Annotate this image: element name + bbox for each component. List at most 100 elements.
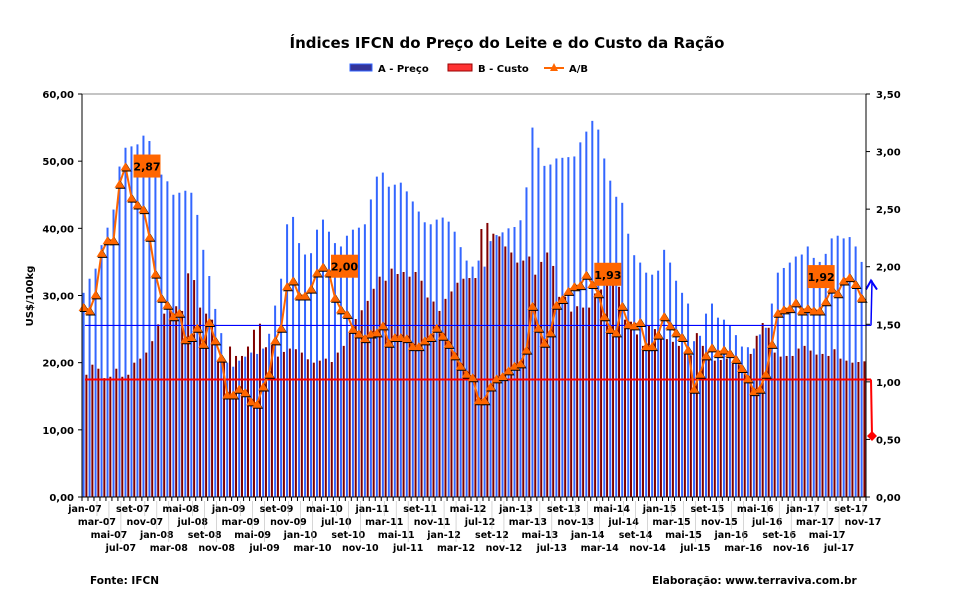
bar-b-custo [713, 360, 716, 497]
point-ab [575, 281, 586, 290]
bar-a-preco [160, 174, 163, 497]
data-label: 2,00 [331, 261, 358, 274]
legend-label-a: A - Preço [378, 64, 429, 75]
bar-b-custo [701, 345, 704, 497]
point-ab [784, 304, 795, 313]
bar-b-custo [546, 252, 549, 497]
point-ab [341, 309, 352, 318]
bar-b-custo [193, 280, 196, 497]
bar-b-custo [432, 301, 435, 497]
bar-b-custo [737, 359, 740, 497]
x-tick-label: mai-09 [234, 530, 271, 541]
bar-a-preco [118, 166, 121, 498]
data-label-box [133, 154, 161, 178]
bar-a-preco [782, 267, 785, 497]
point-ab [605, 324, 616, 333]
bar-b-custo [199, 307, 202, 497]
bar-b-custo [97, 368, 100, 497]
bar-b-custo [342, 345, 345, 497]
bar-b-custo [264, 347, 267, 497]
bar-a-preco [543, 165, 546, 497]
x-tick-label: jul-12 [464, 517, 495, 528]
point-ab [545, 328, 556, 337]
point-ab [282, 282, 293, 291]
y2-tick-label: 2,50 [876, 205, 901, 216]
x-tick-label: mar-16 [724, 543, 763, 554]
bar-a-preco [405, 191, 408, 497]
bar-b-custo [839, 358, 842, 497]
bar-b-custo [378, 276, 381, 497]
legend-label-b: B - Custo [478, 64, 529, 75]
bar-a-preco [274, 305, 277, 497]
point-ab [288, 276, 299, 285]
point-ab [210, 336, 221, 345]
bar-a-preco [286, 224, 289, 497]
bar-b-custo [450, 291, 453, 497]
bar-b-custo [462, 278, 465, 497]
point-ab [665, 321, 676, 330]
bar-a-preco [693, 341, 696, 497]
point-ab [689, 384, 700, 393]
bar-a-preco [657, 270, 660, 497]
bar-a-preco [100, 245, 103, 497]
x-tick-label: nov-17 [845, 517, 882, 528]
x-tick-label: nov-12 [486, 543, 523, 554]
bar-a-preco [351, 229, 354, 497]
x-tick-label: jan-15 [642, 504, 677, 515]
bar-a-preco [268, 333, 271, 497]
bar-b-custo [456, 282, 459, 497]
bar-a-preco [298, 243, 301, 497]
point-ab [467, 373, 478, 382]
point-ab [551, 300, 562, 309]
point-ab [425, 332, 436, 341]
bar-b-custo [582, 307, 585, 497]
x-tick-label: jan-08 [139, 530, 174, 541]
bar-b-custo [594, 293, 597, 497]
x-tick-label: mai-10 [306, 504, 343, 515]
point-ab [844, 273, 855, 282]
point-ab [742, 374, 753, 383]
point-ab [395, 332, 406, 341]
point-ab [724, 349, 735, 358]
x-tick-label: nov-09 [270, 517, 307, 528]
x-tick-label: jul-08 [176, 517, 208, 528]
bar-a-preco [345, 235, 348, 497]
bar-a-preco [280, 278, 283, 497]
bar-b-custo [121, 376, 124, 497]
bar-a-preco [178, 192, 181, 498]
bar-b-custo [372, 288, 375, 497]
point-ab [240, 388, 251, 397]
x-tick-label: mai-07 [91, 530, 128, 541]
x-tick-label: jul-09 [248, 543, 279, 554]
point-ab [168, 312, 179, 321]
point-ab [246, 397, 257, 406]
y-tick-label: 30,00 [42, 292, 74, 303]
bar-a-preco [333, 243, 336, 497]
bar-b-custo [127, 374, 130, 497]
bar-b-custo [564, 296, 567, 497]
x-tick-label: nov-11 [414, 517, 451, 528]
x-tick-label: jan-16 [714, 530, 749, 541]
bar-b-custo [157, 324, 160, 497]
y-tick-label: 40,00 [42, 224, 74, 235]
bar-a-preco [112, 209, 115, 497]
x-tick-label: mar-14 [581, 543, 620, 554]
point-ab [850, 279, 861, 288]
bar-b-custo [498, 236, 501, 498]
x-tick-label: set-15 [691, 504, 725, 515]
point-ab [766, 339, 777, 348]
bar-b-custo [187, 273, 190, 497]
point-ab [736, 364, 747, 373]
point-ab [377, 321, 388, 330]
y-tick-label: 0,00 [49, 493, 74, 504]
bar-a-preco [651, 274, 654, 497]
bar-a-preco [339, 246, 342, 497]
point-ab [162, 300, 173, 309]
bar-a-preco [687, 303, 690, 497]
bar-a-preco [357, 227, 360, 497]
bar-a-preco [836, 235, 839, 497]
bar-b-custo [653, 329, 656, 497]
x-tick-label: mar-10 [293, 543, 332, 554]
x-tick-label: mar-13 [509, 517, 547, 528]
